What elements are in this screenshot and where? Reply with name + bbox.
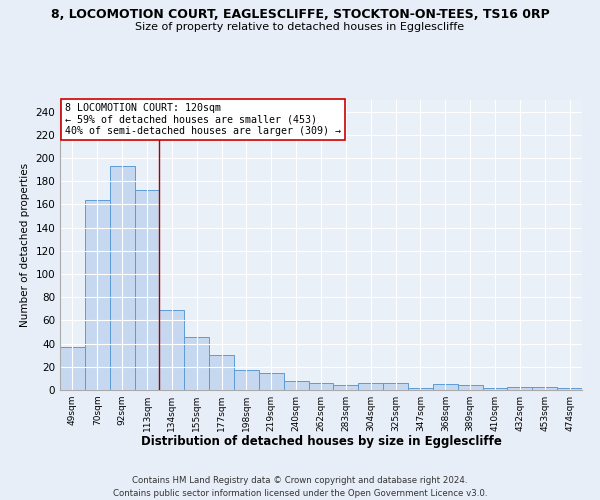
Bar bbox=[60, 347, 85, 390]
Text: Contains HM Land Registry data © Crown copyright and database right 2024.: Contains HM Land Registry data © Crown c… bbox=[132, 476, 468, 485]
Bar bbox=[408, 388, 433, 390]
Y-axis label: Number of detached properties: Number of detached properties bbox=[20, 163, 30, 327]
Text: Contains public sector information licensed under the Open Government Licence v3: Contains public sector information licen… bbox=[113, 489, 487, 498]
Bar bbox=[334, 386, 358, 390]
Bar bbox=[482, 388, 508, 390]
Bar bbox=[458, 386, 482, 390]
Bar bbox=[358, 383, 383, 390]
Bar bbox=[532, 386, 557, 390]
Text: Size of property relative to detached houses in Egglescliffe: Size of property relative to detached ho… bbox=[136, 22, 464, 32]
Bar bbox=[383, 383, 408, 390]
Bar bbox=[234, 370, 259, 390]
Bar bbox=[209, 355, 234, 390]
Text: 8, LOCOMOTION COURT, EAGLESCLIFFE, STOCKTON-ON-TEES, TS16 0RP: 8, LOCOMOTION COURT, EAGLESCLIFFE, STOCK… bbox=[50, 8, 550, 20]
Bar bbox=[184, 336, 209, 390]
Bar bbox=[284, 380, 308, 390]
Bar bbox=[134, 190, 160, 390]
Bar bbox=[110, 166, 134, 390]
Bar bbox=[160, 310, 184, 390]
Text: 8 LOCOMOTION COURT: 120sqm
← 59% of detached houses are smaller (453)
40% of sem: 8 LOCOMOTION COURT: 120sqm ← 59% of deta… bbox=[65, 103, 341, 136]
Bar bbox=[308, 383, 334, 390]
Bar bbox=[85, 200, 110, 390]
Text: Distribution of detached houses by size in Egglescliffe: Distribution of detached houses by size … bbox=[140, 435, 502, 448]
Bar bbox=[433, 384, 458, 390]
Bar bbox=[259, 372, 284, 390]
Bar bbox=[557, 388, 582, 390]
Bar bbox=[508, 386, 532, 390]
